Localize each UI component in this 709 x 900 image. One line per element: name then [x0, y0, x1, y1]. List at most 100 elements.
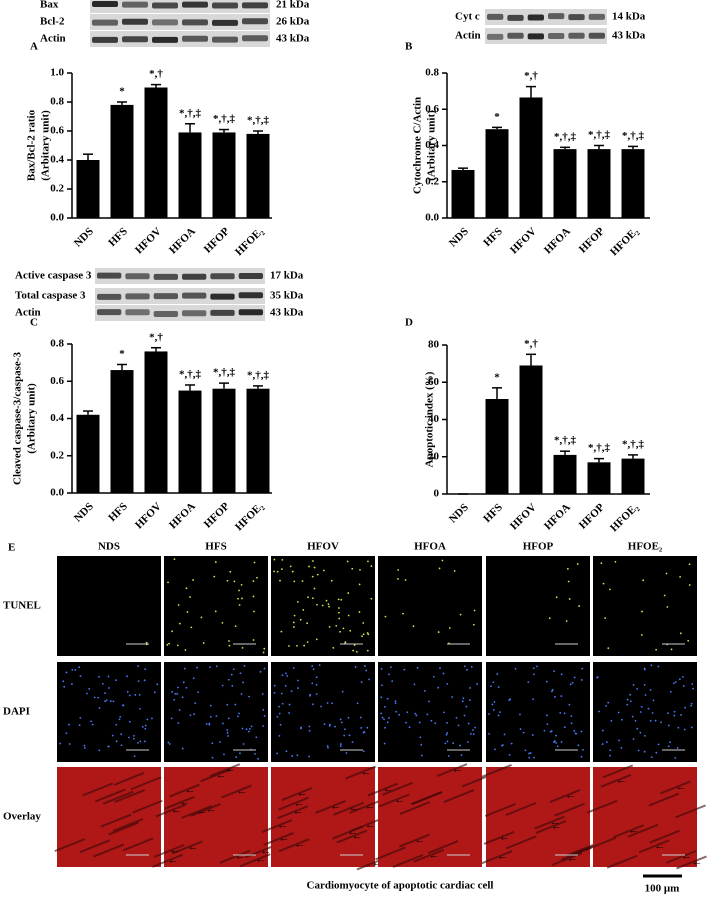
cell-dot	[79, 675, 82, 678]
cell-dot	[405, 721, 407, 724]
cell-dot	[568, 598, 571, 600]
cell-dot	[78, 666, 81, 669]
significance-label: *,†,‡	[213, 113, 236, 125]
blot-size: 43 kDa	[276, 33, 310, 45]
cell-dot	[323, 723, 326, 726]
cell-dot	[115, 679, 117, 682]
cell-dot	[430, 719, 433, 722]
cell-dot	[344, 728, 346, 731]
cell-dot	[239, 672, 242, 675]
cell-dot	[568, 703, 571, 706]
cell-dot	[176, 693, 179, 695]
cell-dot	[200, 616, 203, 619]
cell-dot	[312, 668, 315, 671]
cell-dot	[667, 712, 669, 715]
y-tick-label: 0.2	[50, 449, 64, 461]
arrow-marker: ←	[681, 850, 692, 862]
row-label: TUNEL	[3, 600, 41, 612]
cell-dot	[255, 736, 258, 739]
fiber-streak	[436, 763, 468, 778]
cell-dot	[491, 703, 494, 706]
cell-dot	[691, 683, 694, 685]
cell-dot	[288, 645, 290, 647]
cell-dot	[320, 705, 323, 708]
cell-dot	[326, 745, 329, 747]
cell-dot	[383, 706, 386, 708]
y-tick-label: 0.6	[50, 375, 64, 387]
y-axis-label: (Arbitary unit)	[40, 110, 52, 181]
cell-dot	[227, 735, 230, 737]
fiber-streak	[345, 765, 376, 780]
cell-dot	[338, 607, 340, 609]
bar	[519, 365, 543, 494]
fiber-streak	[114, 789, 145, 804]
fiber-streak	[649, 829, 680, 844]
cell-dot	[261, 693, 264, 695]
cell-dot	[384, 726, 386, 729]
fiber-streak	[505, 802, 537, 816]
cell-dot	[189, 596, 191, 598]
x-tick-label: HFOE₂	[608, 501, 641, 534]
cell-dot	[637, 749, 640, 752]
cell-dot	[361, 635, 363, 638]
cell-dot	[360, 727, 363, 729]
arrow-marker: ←	[691, 856, 702, 868]
bar	[212, 132, 236, 218]
y-tick-label: 0.8	[50, 338, 64, 350]
cell-dot	[197, 691, 200, 694]
cell-dot	[366, 632, 369, 634]
cell-dot	[419, 736, 422, 739]
cell-dot	[403, 668, 406, 671]
cell-dot	[626, 703, 629, 706]
fiber-streak	[382, 781, 413, 796]
cell-dot	[607, 701, 610, 704]
fiber-streak	[220, 784, 252, 799]
cell-dot	[156, 683, 159, 686]
arrow-marker: ←	[330, 800, 341, 812]
cell-dot	[194, 702, 197, 704]
arrow-marker: ←	[629, 825, 640, 837]
fiber-streak	[484, 803, 516, 817]
cell-dot	[71, 683, 73, 685]
blot-label: Actin	[15, 307, 41, 319]
cell-dot	[348, 734, 351, 737]
cell-dot	[101, 682, 104, 685]
y-axis-label: Bax/Bcl-2 ratio	[26, 109, 38, 181]
fiber-streak	[554, 802, 585, 817]
cell-dot	[236, 715, 239, 718]
arrow-marker: ←	[260, 845, 271, 857]
significance-label: *,†,‡	[247, 369, 270, 381]
cell-dot	[167, 581, 169, 584]
y-tick-label: 60	[428, 376, 440, 388]
cell-dot	[465, 705, 468, 708]
cell-dot	[65, 671, 68, 674]
cell-dot	[279, 579, 281, 582]
cell-dot	[308, 565, 310, 568]
cell-dot	[278, 705, 281, 708]
cell-dot	[551, 688, 554, 691]
blot-band	[182, 1, 208, 8]
cell-dot	[468, 699, 471, 702]
blot-band	[125, 309, 150, 316]
arrow-marker: ←	[168, 854, 179, 866]
cell-dot	[380, 668, 383, 670]
arrow-marker: ←	[497, 851, 508, 863]
arrow-marker: ←	[452, 764, 463, 776]
cell-dot	[351, 567, 354, 570]
cell-dot	[519, 713, 521, 716]
cell-dot	[219, 741, 221, 743]
blot-band	[568, 32, 585, 39]
cell-dot	[205, 723, 208, 725]
blot-size: 26 kDa	[276, 16, 310, 28]
cell-dot	[231, 684, 234, 687]
x-tick-label: HFOA	[542, 225, 573, 256]
cell-dot	[226, 579, 229, 582]
micrograph	[57, 662, 161, 762]
cell-dot	[446, 740, 449, 743]
fiber-streak	[181, 804, 213, 819]
cell-dot	[145, 641, 148, 644]
cell-dot	[327, 603, 330, 606]
cell-dot	[397, 578, 399, 580]
cell-dot	[347, 592, 350, 594]
cell-dot	[311, 682, 314, 685]
